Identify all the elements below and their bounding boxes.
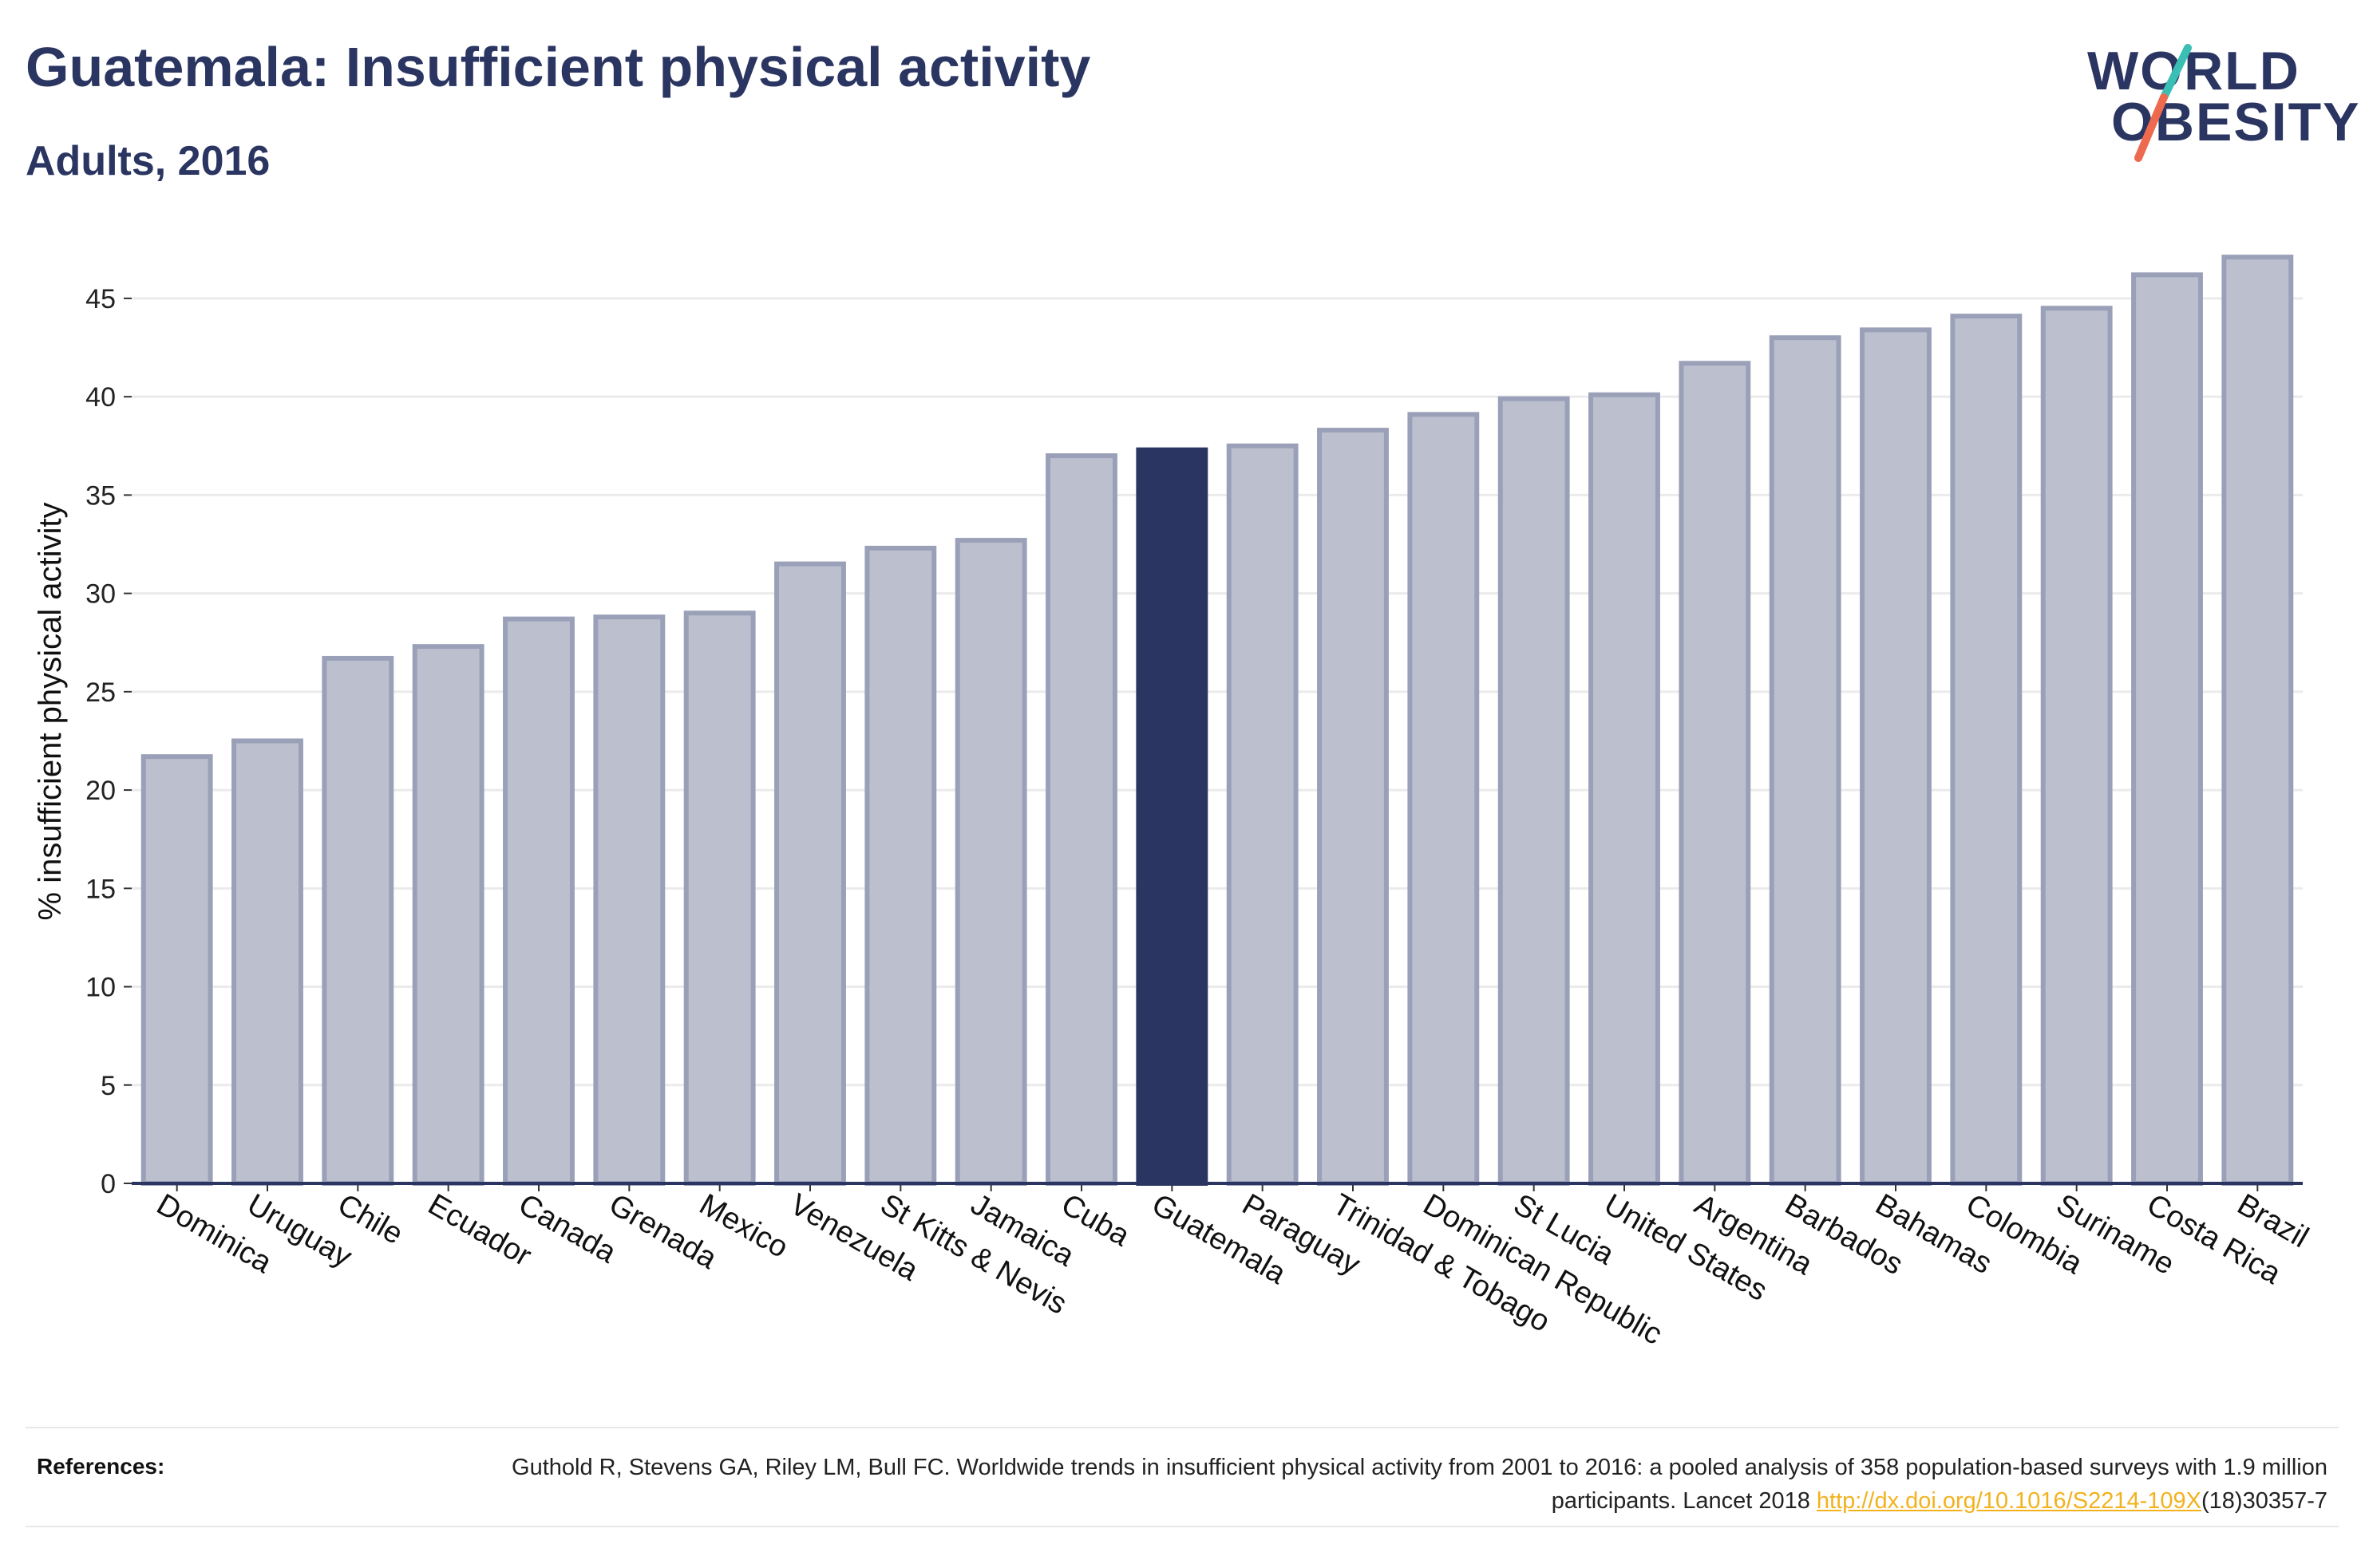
bar-uruguay[interactable] [231,738,303,1186]
bar-bahamas[interactable] [1860,327,1932,1186]
references-text: Guthold R, Stevens GA, Riley LM, Bull FC… [492,1451,2327,1518]
logo-line-1: WORLD [2087,41,2300,101]
bar-barbados[interactable] [1769,335,1841,1187]
bar-st-lucia[interactable] [1497,396,1570,1187]
y-tick-label: 0 [101,1169,116,1199]
bar-cuba[interactable] [1046,453,1117,1186]
world-obesity-logo: WORLD OBESITY [2087,40,2359,168]
bar-mexico[interactable] [683,610,756,1186]
bar-canada[interactable] [503,616,575,1186]
y-tick-label: 30 [85,579,116,610]
bar-brazil[interactable] [2221,255,2294,1186]
y-axis-label: % insufficient physical activity [33,503,68,921]
bar-ecuador[interactable] [412,644,484,1186]
reference-citation: Guthold R, Stevens GA, Riley LM, Bull FC… [512,1455,2327,1514]
x-tick-label: Canada [513,1187,623,1270]
y-tick-label: 10 [85,973,116,1003]
logo-slash-icon [2134,44,2192,162]
references-divider-top [26,1427,2339,1428]
reference-citation-suffix: (18)30357-7 [2201,1488,2327,1514]
bar-paraguay[interactable] [1226,443,1299,1186]
bar-argentina[interactable] [1679,361,1751,1186]
y-tick-label: 5 [101,1071,116,1101]
chart-subtitle: Adults, 2016 [26,138,271,184]
x-tick-label: Ecuador [422,1187,537,1273]
bar-colombia[interactable] [1950,314,2023,1186]
bar-chile[interactable] [322,655,394,1186]
y-tick-label: 35 [85,480,116,511]
bar-guatemala[interactable] [1136,447,1208,1187]
references-divider-bottom [26,1526,2339,1527]
bar-suriname[interactable] [2040,306,2113,1187]
bar-st-kitts-nevis[interactable] [864,545,937,1186]
y-tick-label: 45 [85,284,116,314]
bar-jamaica[interactable] [955,538,1027,1186]
y-tick-label: 25 [85,677,116,708]
bar-dominican-republic[interactable] [1407,412,1480,1187]
bar-trinidad-tobago[interactable] [1317,428,1389,1186]
bar-costa-rica[interactable] [2131,272,2203,1186]
references-label: References: [37,1454,165,1479]
bar-dominica[interactable] [140,754,213,1186]
reference-doi-link[interactable]: http://dx.doi.org/10.1016/S2214-109X [1816,1488,2201,1514]
y-tick-label: 15 [85,874,116,904]
bar-united-states[interactable] [1588,392,1660,1186]
bar-grenada[interactable] [593,614,666,1186]
chart-title: Guatemala: Insufficient physical activit… [26,36,1091,98]
bar-venezuela[interactable] [774,561,846,1186]
y-tick-label: 40 [85,382,116,413]
y-tick-label: 20 [85,776,116,806]
